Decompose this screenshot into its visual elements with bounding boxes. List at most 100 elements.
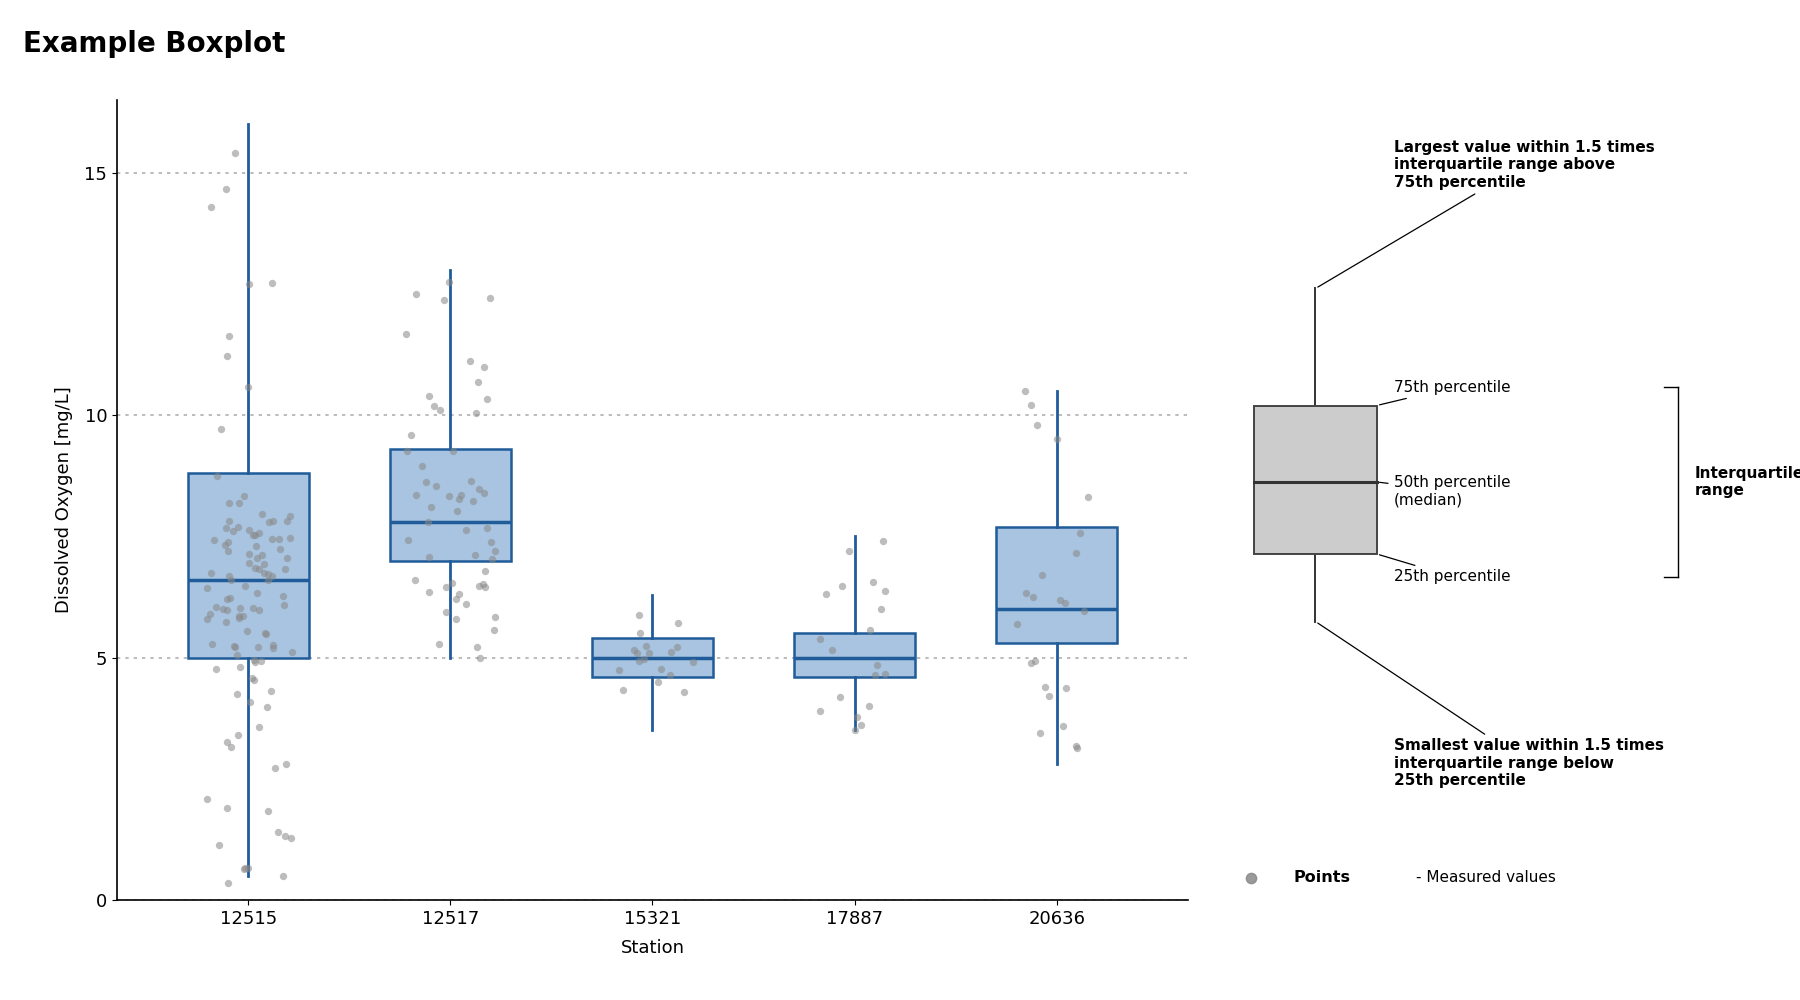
Point bbox=[419, 398, 448, 414]
Point bbox=[254, 572, 283, 588]
Point bbox=[230, 861, 259, 877]
Point bbox=[265, 824, 293, 840]
Text: 75th percentile: 75th percentile bbox=[1379, 380, 1510, 405]
Point bbox=[241, 654, 270, 670]
Point bbox=[459, 493, 488, 509]
Point bbox=[470, 563, 499, 579]
Point bbox=[619, 642, 648, 658]
Point bbox=[270, 828, 299, 844]
Point bbox=[257, 531, 286, 547]
Point bbox=[414, 549, 443, 565]
Point bbox=[846, 717, 875, 733]
Point bbox=[869, 583, 898, 599]
Point bbox=[446, 487, 475, 503]
Point bbox=[817, 642, 846, 658]
Point bbox=[239, 672, 268, 688]
Point bbox=[1051, 595, 1080, 611]
Point bbox=[445, 586, 473, 602]
Point bbox=[223, 647, 252, 663]
PathPatch shape bbox=[391, 449, 511, 561]
Point bbox=[214, 534, 243, 550]
Point bbox=[193, 791, 221, 807]
Point bbox=[261, 760, 290, 776]
Point bbox=[401, 487, 430, 503]
Point bbox=[214, 543, 243, 559]
Point bbox=[212, 591, 241, 607]
Point bbox=[234, 276, 263, 292]
Point bbox=[230, 860, 259, 876]
Point bbox=[241, 527, 270, 543]
Point bbox=[196, 565, 225, 581]
Point bbox=[234, 860, 263, 876]
Point bbox=[245, 719, 274, 735]
Point bbox=[855, 698, 884, 714]
Point bbox=[193, 580, 221, 596]
Point bbox=[866, 601, 895, 617]
Point bbox=[812, 586, 841, 602]
Point bbox=[209, 601, 238, 617]
Point bbox=[425, 636, 454, 652]
Point bbox=[679, 654, 707, 670]
Point bbox=[452, 596, 481, 612]
Point bbox=[196, 199, 225, 215]
Point bbox=[212, 602, 241, 618]
Point bbox=[243, 639, 272, 655]
Text: Points: Points bbox=[1292, 870, 1350, 886]
Point bbox=[475, 290, 504, 306]
Point bbox=[232, 623, 261, 639]
Point bbox=[212, 181, 241, 197]
Point bbox=[230, 488, 259, 504]
X-axis label: Station: Station bbox=[621, 939, 684, 957]
Point bbox=[252, 626, 281, 642]
Text: Smallest value within 1.5 times
interquartile range below
25th percentile: Smallest value within 1.5 times interqua… bbox=[1318, 623, 1663, 788]
Point bbox=[247, 653, 275, 669]
Point bbox=[270, 597, 299, 613]
Point bbox=[623, 645, 652, 661]
Point bbox=[254, 566, 283, 582]
Point bbox=[248, 506, 277, 522]
Point bbox=[826, 689, 855, 705]
Point bbox=[229, 608, 257, 624]
Point bbox=[1066, 525, 1094, 541]
Point bbox=[1062, 738, 1091, 754]
Point bbox=[214, 328, 243, 344]
Point bbox=[265, 531, 293, 547]
Point bbox=[871, 666, 900, 682]
Point bbox=[412, 474, 441, 490]
Point bbox=[207, 421, 236, 437]
Point bbox=[1030, 679, 1058, 695]
Text: Example Boxplot: Example Boxplot bbox=[23, 30, 286, 58]
Point bbox=[626, 625, 655, 641]
Point bbox=[241, 560, 270, 576]
Point bbox=[248, 547, 277, 563]
Point bbox=[259, 640, 288, 656]
Point bbox=[212, 348, 241, 364]
Point bbox=[259, 513, 288, 529]
Point bbox=[664, 615, 693, 631]
Point bbox=[430, 292, 459, 308]
Point bbox=[239, 652, 268, 668]
Point bbox=[218, 572, 247, 588]
Point bbox=[248, 556, 277, 572]
Point bbox=[452, 522, 481, 538]
Point bbox=[828, 578, 857, 594]
Point bbox=[468, 576, 497, 592]
Point bbox=[1237, 870, 1265, 886]
Point bbox=[243, 550, 272, 566]
Point bbox=[1051, 680, 1080, 696]
Point bbox=[214, 495, 243, 511]
Point bbox=[223, 686, 252, 702]
Point bbox=[416, 499, 445, 515]
Point bbox=[414, 584, 443, 600]
Point bbox=[461, 547, 490, 563]
Point bbox=[236, 522, 265, 538]
Point bbox=[470, 485, 499, 501]
Point bbox=[238, 527, 266, 543]
Point bbox=[644, 674, 673, 690]
Point bbox=[220, 523, 248, 539]
Point bbox=[198, 636, 227, 652]
Point bbox=[214, 513, 243, 529]
Point bbox=[225, 608, 254, 624]
Point bbox=[466, 650, 495, 666]
Point bbox=[1010, 383, 1039, 399]
